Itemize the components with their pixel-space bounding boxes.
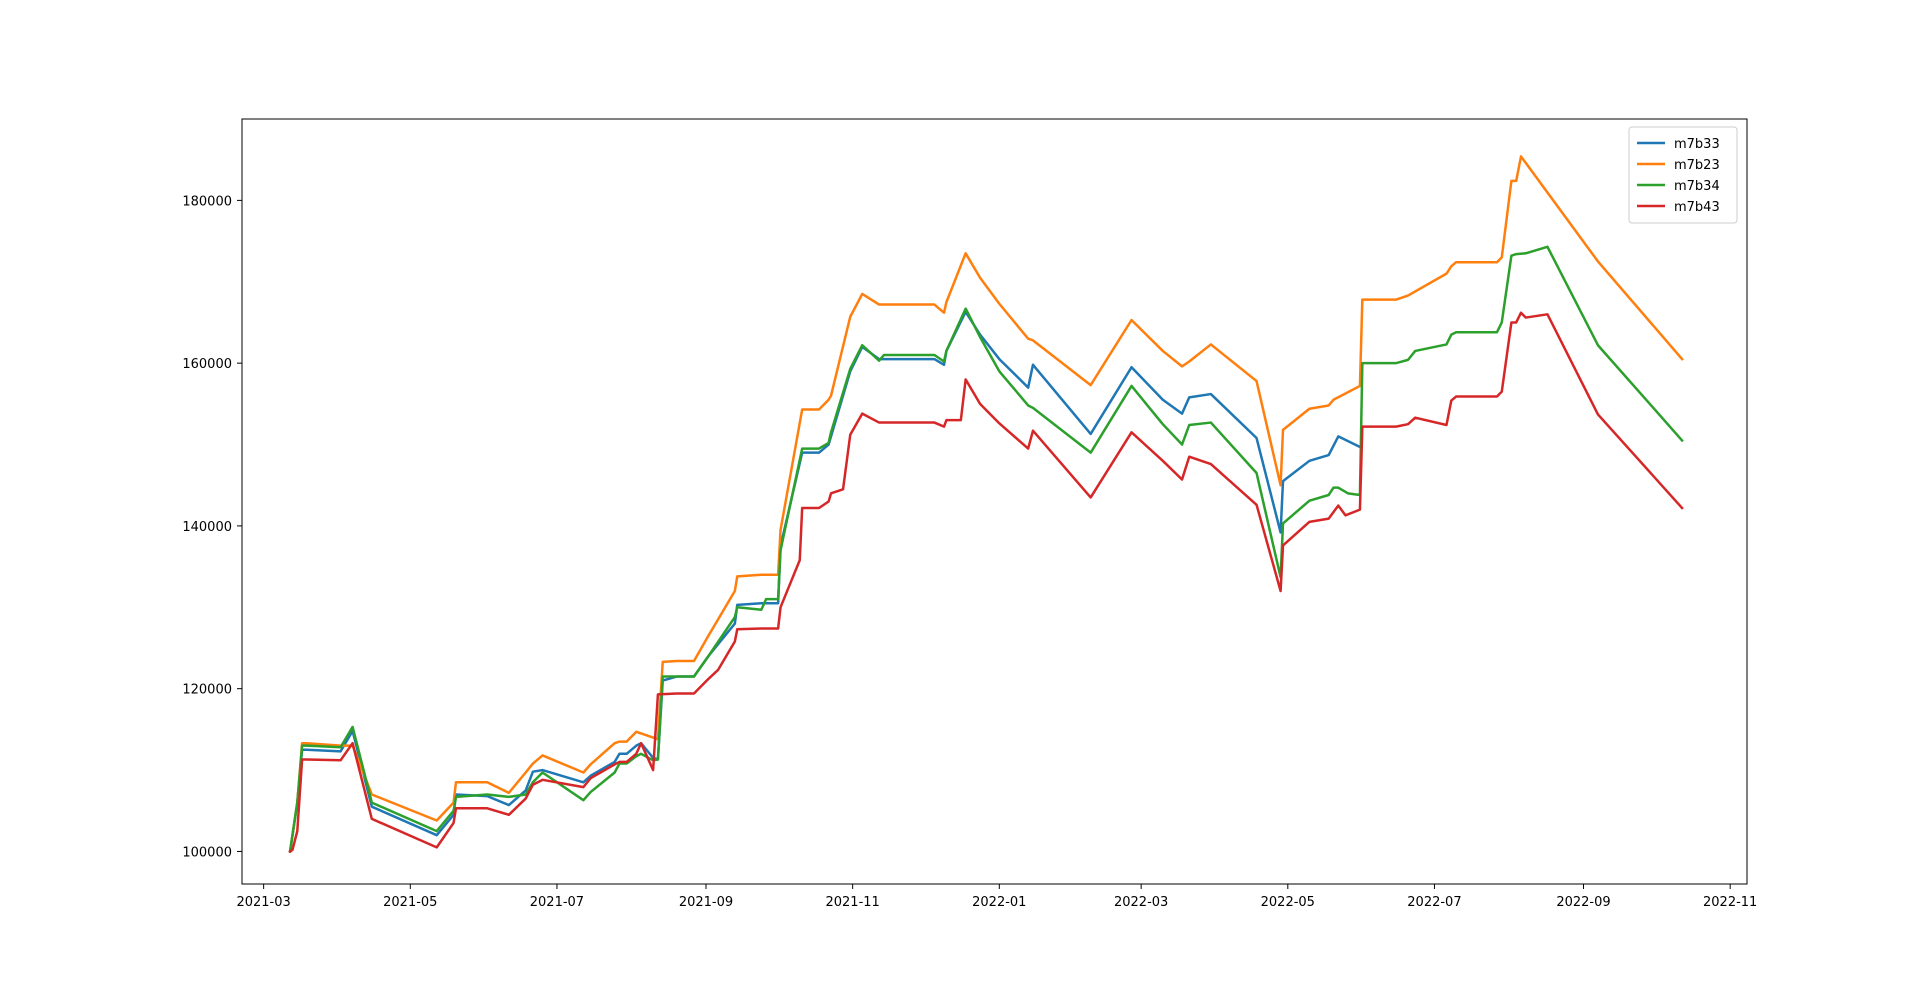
- series-line-m7b43: [288, 311, 1684, 854]
- x-tick-label: 2021-11: [825, 895, 879, 910]
- x-tick-label: 2021-05: [383, 895, 437, 910]
- legend-box: [1628, 126, 1738, 224]
- series-line-m7b33: [288, 310, 1362, 853]
- y-tick-label: 100000: [182, 845, 232, 860]
- x-tick-label: 2022-09: [1556, 895, 1610, 910]
- plot-area-frame: [241, 118, 1748, 885]
- legend-label: m7b34: [1674, 179, 1720, 194]
- y-tick-label: 160000: [182, 357, 232, 372]
- x-tick-label: 2022-03: [1114, 895, 1168, 910]
- y-tick-label: 140000: [182, 520, 232, 535]
- legend-label: m7b33: [1674, 137, 1720, 152]
- x-axis: 2021-03 2021-05 2021-07 2021-09 2021-11 2022-…: [236, 884, 1757, 910]
- series-line-m7b34: [288, 245, 1684, 853]
- x-tick-label: 2022-07: [1407, 895, 1461, 910]
- series-lines: [288, 155, 1684, 854]
- x-tick-label: 2021-03: [236, 895, 290, 910]
- x-tick-label: 2021-09: [679, 895, 733, 910]
- x-tick-label: 2022-05: [1261, 895, 1315, 910]
- series-line-m7b23: [288, 155, 1684, 853]
- y-axis: 100000 120000 140000 160000 180000: [182, 194, 242, 860]
- legend-label: m7b23: [1674, 158, 1720, 173]
- y-tick-label: 120000: [182, 683, 232, 698]
- legend: m7b33 m7b23 m7b34 m7b43: [1628, 126, 1738, 224]
- x-tick-label: 2022-11: [1703, 895, 1757, 910]
- y-tick-label: 180000: [182, 194, 232, 209]
- x-tick-label: 2022-01: [972, 895, 1026, 910]
- x-tick-label: 2021-07: [530, 895, 584, 910]
- legend-label: m7b43: [1674, 200, 1720, 215]
